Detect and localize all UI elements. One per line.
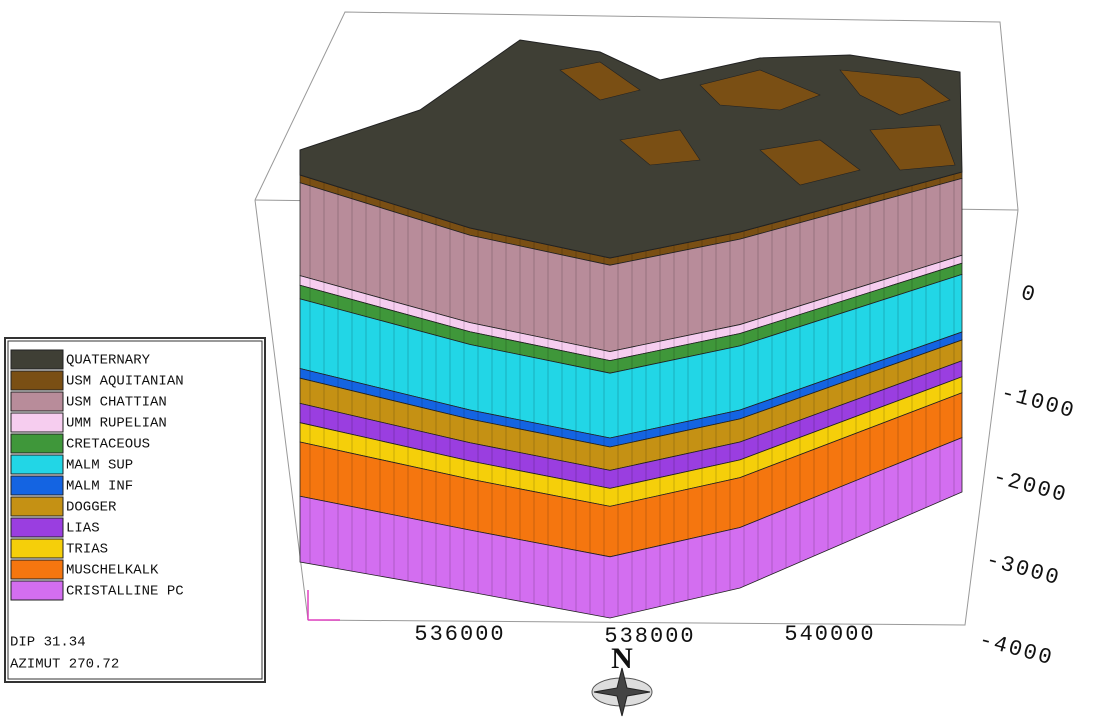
legend-label: MALM INF [66, 479, 133, 495]
legend-swatch [11, 581, 63, 600]
legend-label: USM CHATTIAN [66, 395, 167, 411]
legend-label: CRETACEOUS [66, 437, 150, 453]
depth-label: -1000 [998, 381, 1078, 425]
view-azimut: AZIMUT 270.72 [10, 657, 119, 673]
legend-label: LIAS [66, 521, 100, 537]
depth-label: -4000 [976, 628, 1056, 672]
depth-label: -2000 [990, 465, 1070, 509]
legend-swatch [11, 497, 63, 516]
legend-swatch [11, 371, 63, 390]
model-view: 536000 538000 540000 0 -1000 -2000 -3000… [0, 0, 1105, 719]
legend-label: QUATERNARY [66, 353, 151, 369]
legend-swatch [11, 434, 63, 453]
legend-label: UMM RUPELIAN [66, 416, 167, 432]
legend-swatch [11, 539, 63, 558]
geological-block [300, 40, 962, 618]
legend-label: TRIAS [66, 542, 108, 558]
depth-label: 0 [1018, 281, 1039, 309]
depth-label: -3000 [983, 548, 1063, 592]
legend-swatch [11, 518, 63, 537]
legend-swatch [11, 455, 63, 474]
x-axis-label: 536000 [414, 622, 505, 647]
compass [592, 668, 652, 716]
legend-swatch [11, 413, 63, 432]
legend-label: MALM SUP [66, 458, 133, 474]
legend-swatch [11, 350, 63, 369]
legend-label: DOGGER [66, 500, 117, 516]
x-axis-label: 540000 [784, 622, 875, 647]
legend-label: MUSCHELKALK [66, 563, 159, 579]
legend-swatch [11, 476, 63, 495]
legend-swatch [11, 560, 63, 579]
legend-label: USM AQUITANIAN [66, 374, 184, 390]
legend-swatch [11, 392, 63, 411]
compass-star [594, 668, 650, 716]
view-dip: DIP 31.34 [10, 635, 86, 651]
legend-label: CRISTALLINE PC [66, 584, 184, 600]
